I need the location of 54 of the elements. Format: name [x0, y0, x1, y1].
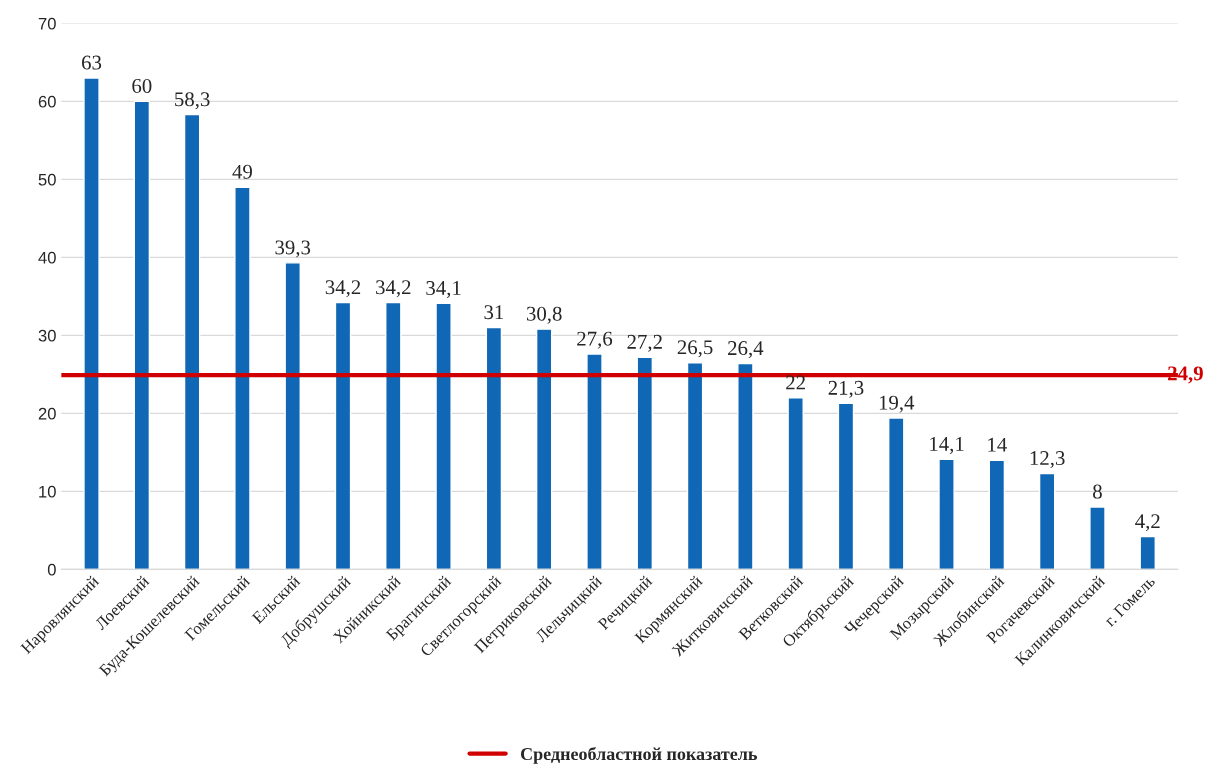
- data-label: 27,6: [577, 331, 613, 349]
- bar: [183, 113, 201, 570]
- data-label: 21,3: [828, 380, 864, 398]
- data-label: 31: [484, 305, 504, 320]
- bar: [1139, 535, 1156, 570]
- bar: [837, 402, 855, 570]
- bar: [284, 262, 301, 570]
- data-label: 4,2: [1135, 514, 1160, 532]
- bar: [1089, 506, 1106, 570]
- bar: [133, 100, 151, 570]
- y-tick-label: 0: [47, 563, 56, 576]
- bar: [737, 362, 754, 570]
- data-label: 30,8: [526, 306, 562, 324]
- data-label: 39,3: [275, 240, 311, 258]
- data-label: 8: [1093, 484, 1102, 499]
- data-label: 58,3: [175, 92, 210, 110]
- data-label: 22: [786, 375, 805, 390]
- bar: [988, 459, 1006, 570]
- data-label: 34,2: [325, 280, 361, 298]
- bar: [83, 77, 100, 570]
- bar: [787, 397, 804, 570]
- bar: [485, 326, 503, 570]
- data-label: 19,4: [879, 395, 915, 413]
- data-label: 34,1: [426, 281, 461, 299]
- data-label: 63: [82, 55, 102, 70]
- data-label: 26,4: [728, 341, 764, 359]
- data-label: 12,3: [1030, 451, 1065, 469]
- y-tick-label: 40: [38, 251, 56, 264]
- legend-label: Среднеобластной показатель: [520, 746, 757, 764]
- bar: [435, 302, 452, 570]
- bar: [535, 328, 553, 570]
- y-tick-label: 60: [38, 95, 56, 108]
- bar: [234, 186, 251, 570]
- bar: [636, 356, 654, 570]
- bar: [1038, 472, 1056, 570]
- data-label: 49: [232, 164, 252, 179]
- data-label: 14,1: [930, 437, 964, 455]
- data-label: 14: [988, 437, 1007, 452]
- bar: [586, 353, 603, 570]
- data-label: 27,2: [627, 334, 662, 352]
- bar: [334, 301, 352, 570]
- data-label: 34,2: [376, 280, 411, 298]
- bar: [938, 458, 955, 570]
- bar: [888, 417, 905, 570]
- y-tick-label: 70: [38, 17, 56, 30]
- data-label: 26,5: [677, 340, 713, 358]
- bar: [686, 362, 704, 570]
- bar: [385, 301, 402, 570]
- y-tick-label: 30: [38, 329, 56, 342]
- y-tick-label: 20: [38, 407, 56, 420]
- y-tick-label: 10: [39, 485, 56, 498]
- y-tick-label: 50: [38, 173, 56, 186]
- annotation: 24,9: [1168, 366, 1203, 384]
- data-label: 60: [132, 78, 152, 93]
